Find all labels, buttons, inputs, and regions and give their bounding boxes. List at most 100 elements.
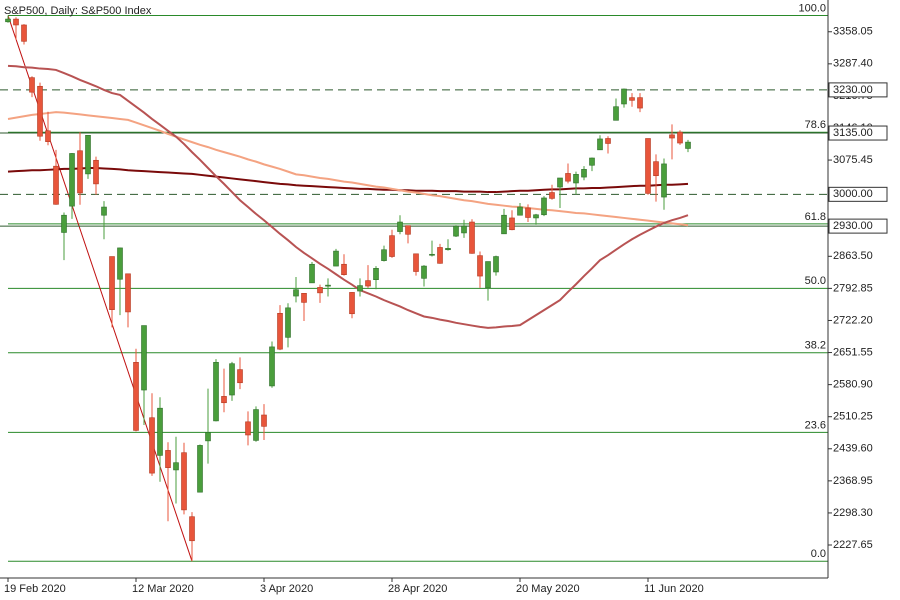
candle-body [541, 197, 547, 216]
candle-body [557, 177, 563, 188]
candle-body [165, 450, 171, 468]
candle-body [101, 206, 107, 216]
candle-body [5, 18, 11, 23]
candle-body [661, 163, 667, 198]
x-tick-label: 28 Apr 2020 [388, 583, 447, 595]
y-tick-label: 2863.50 [833, 250, 873, 262]
candle-body [669, 134, 675, 139]
candle-body [677, 131, 683, 144]
candle-body [533, 214, 539, 219]
candle-body [397, 221, 403, 232]
candle-body [421, 265, 427, 279]
candle-body [581, 169, 587, 178]
candle-body [549, 192, 555, 199]
candle-body [501, 214, 507, 235]
candle-body [293, 289, 299, 297]
candle-body [389, 235, 395, 257]
level-box [828, 125, 888, 141]
candle-body [61, 214, 67, 233]
candle-body [629, 97, 635, 101]
candle-body [485, 261, 491, 289]
candle-body [45, 130, 51, 142]
candle-body [469, 221, 475, 254]
fib-level-label: 38.2 [805, 340, 826, 352]
level-box [828, 218, 888, 234]
candle-body [517, 206, 523, 216]
candle-body [133, 362, 139, 431]
candle-body [301, 293, 307, 303]
x-tick-label: 12 Mar 2020 [132, 583, 194, 595]
candle-body [653, 161, 659, 177]
candle-body [357, 285, 363, 292]
candle-body [125, 273, 131, 313]
level-label: 3135.00 [833, 127, 873, 139]
candle-body [461, 225, 467, 234]
x-tick-label: 19 Feb 2020 [4, 583, 66, 595]
fib-level-label: 50.0 [805, 275, 826, 287]
x-tick-label: 3 Apr 2020 [260, 583, 313, 595]
candle-body [613, 106, 619, 121]
candle-body [565, 173, 571, 182]
candle-body [237, 369, 243, 384]
y-tick-label: 2439.60 [833, 443, 873, 455]
level-label: 3000.00 [833, 188, 873, 200]
level-label: 2930.00 [833, 220, 873, 232]
y-tick-label: 3358.05 [833, 26, 873, 38]
candle-body [253, 409, 259, 441]
candle-body [685, 141, 691, 149]
x-tick-label: 11 Jun 2020 [644, 583, 704, 595]
y-tick-label: 2792.85 [833, 282, 873, 294]
candle-body [405, 225, 411, 235]
x-tick-label: 20 May 2020 [516, 583, 580, 595]
candle-body [637, 97, 643, 109]
candle-body [621, 88, 627, 105]
candle-body [13, 18, 19, 26]
level-box [828, 82, 888, 98]
level-box [828, 186, 888, 202]
candle-body [221, 396, 227, 404]
candle-body [189, 516, 195, 542]
candle-body [269, 346, 275, 387]
candle-body [445, 248, 451, 251]
y-tick-label: 2227.65 [833, 539, 873, 551]
candle-body [141, 325, 147, 391]
candle-body [29, 77, 35, 93]
y-tick-label: 2298.30 [833, 507, 873, 519]
y-tick-label: 3075.45 [833, 154, 873, 166]
candle-body [477, 255, 483, 277]
candle-body [77, 150, 83, 194]
candle-body [93, 159, 99, 185]
y-tick-label: 2580.90 [833, 379, 873, 391]
candle-body [197, 445, 203, 493]
candle-body [605, 138, 611, 144]
y-tick-label: 2368.95 [833, 475, 873, 487]
candle-body [349, 292, 355, 315]
candle-body [157, 407, 163, 456]
candle-body [437, 247, 443, 264]
candle-body [229, 363, 235, 396]
fib-level-label: 0.0 [811, 548, 826, 560]
candle-body [69, 153, 75, 207]
candle-body [333, 250, 339, 267]
moving-average [7, 64, 689, 329]
chart-title: S&P500, Daily: S&P500 Index [4, 5, 152, 17]
candle-body [525, 207, 531, 218]
candle-body [285, 307, 291, 338]
candle-body [341, 263, 347, 275]
candle-body [149, 417, 155, 474]
candle-body [373, 268, 379, 280]
candle-body [589, 157, 595, 166]
fib-level-label: 100.0 [798, 2, 826, 14]
plot [0, 14, 828, 562]
moving-average [7, 111, 689, 227]
fib-level-label: 61.8 [805, 211, 826, 223]
y-tick-label: 3287.40 [833, 58, 873, 70]
candle-body [381, 249, 387, 261]
candle-body [325, 284, 331, 287]
candle-body [453, 225, 459, 237]
candle-body [429, 253, 435, 256]
candle-body [573, 174, 579, 184]
candle-body [261, 414, 267, 427]
level-label: 3230.00 [833, 84, 873, 96]
